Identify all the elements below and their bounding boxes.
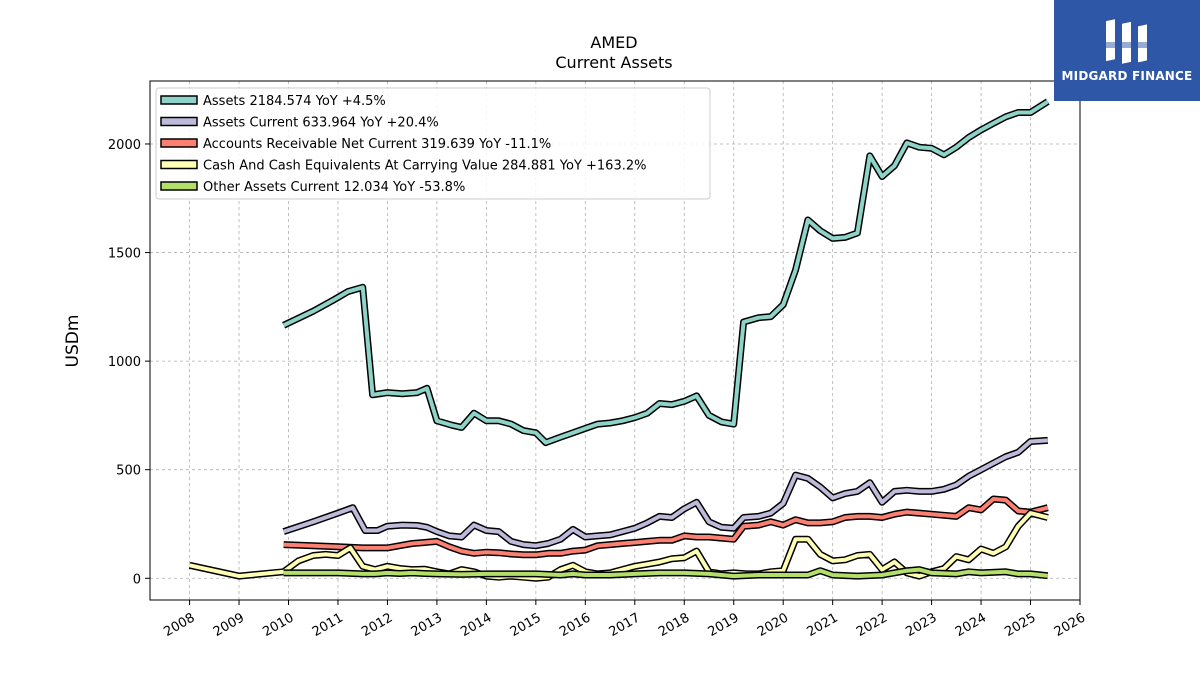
series-line-3 (189, 511, 1049, 581)
x-tick-label: 2013 (409, 610, 445, 640)
x-tick-label: 2018 (656, 610, 692, 640)
brand-name: MIDGARD FINANCE (1061, 69, 1193, 83)
plot-frame (149, 80, 1081, 601)
series-line-4 (283, 567, 1049, 579)
legend-label-2: Accounts Receivable Net Current 319.639 … (203, 137, 551, 152)
x-tick-label: 2009 (211, 610, 247, 640)
chart-subtitle: Current Assets (555, 53, 672, 72)
legend-swatch-4 (160, 181, 198, 191)
midgard-logo-icon (1106, 19, 1147, 64)
legend-box (155, 87, 711, 200)
x-tick-label: 2025 (1002, 610, 1038, 640)
x-tick-label: 2021 (804, 610, 840, 640)
legend-label-0: Assets 2184.574 YoY +4.5% (203, 94, 386, 109)
x-tick-label: 2020 (755, 610, 791, 640)
y-tick-label: 0 (133, 572, 141, 587)
x-axis: 2008 2009 2010 2011 2012 2013 2014 2015 2016 2017… (161, 600, 1088, 640)
x-tick-label: 2012 (359, 610, 395, 640)
legend-label-1: Assets Current 633.964 YoY +20.4% (203, 116, 439, 131)
x-tick-label: 2022 (854, 610, 890, 640)
x-tick-label: 2008 (161, 610, 197, 640)
x-tick-label: 2010 (260, 610, 296, 640)
series-group (188, 98, 1050, 582)
x-tick-label: 2017 (607, 610, 643, 640)
y-axis: 0 500 1000 1500 2000 (108, 138, 150, 587)
x-tick-label: 2019 (706, 610, 742, 640)
x-tick-label: 2023 (903, 610, 939, 640)
x-tick-label: 2014 (458, 610, 494, 640)
y-axis-label: USDm (63, 315, 83, 368)
series-line-1 (282, 438, 1048, 548)
chart-title: AMED (590, 33, 637, 52)
x-tick-label: 2016 (557, 610, 593, 640)
x-tick-label: 2015 (508, 610, 544, 640)
brand-logo: MIDGARD FINANCE (1054, 0, 1200, 101)
legend-swatch-2 (160, 138, 198, 148)
y-tick-label: 500 (116, 464, 141, 479)
legend-label-3: Cash And Cash Equivalents At Carrying Va… (203, 159, 646, 174)
legend: Assets 2184.574 YoY +4.5% Assets Current … (155, 87, 711, 200)
x-tick-label: 2024 (953, 610, 989, 640)
legend-swatch-3 (160, 159, 198, 170)
y-tick-label: 2000 (108, 138, 141, 153)
x-tick-label: 2011 (310, 610, 346, 640)
x-tick-label: 2026 (1052, 610, 1088, 640)
legend-swatch-1 (160, 116, 198, 127)
series-line-2 (283, 497, 1049, 557)
legend-label-4: Other Assets Current 12.034 YoY -53.8% (203, 180, 465, 195)
legend-swatch-0 (160, 95, 198, 105)
series-line-0 (282, 99, 1049, 445)
y-tick-label: 1500 (108, 247, 141, 262)
y-tick-label: 1000 (108, 355, 141, 370)
